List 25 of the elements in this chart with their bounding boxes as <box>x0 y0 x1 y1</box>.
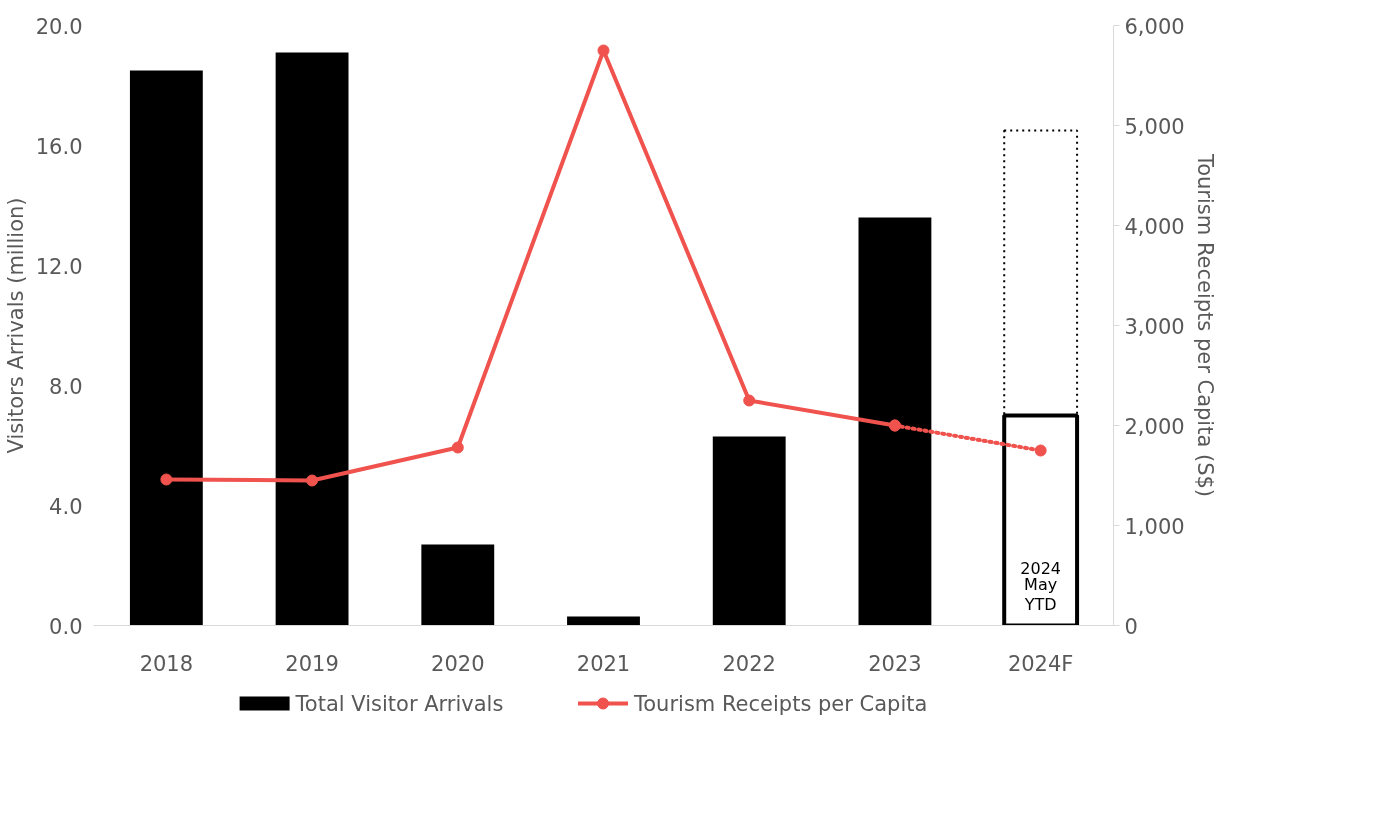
y-tick-label: 0.0 <box>49 614 83 639</box>
y2-tick-label: 1,000 <box>1124 514 1185 539</box>
y2-tick-label: 6,000 <box>1124 14 1185 39</box>
y2-tick-label: 5,000 <box>1124 114 1185 139</box>
x-tick-label: 2024F <box>1007 651 1074 676</box>
y-tick-label: 12.0 <box>35 254 83 279</box>
legend-label: Tourism Receipts per Capita <box>633 691 928 716</box>
x-tick-label: 2019 <box>285 651 339 676</box>
y2-tick-label: 2,000 <box>1124 414 1185 439</box>
legend-label: Total Visitor Arrivals <box>294 691 504 716</box>
y2-tick-label: 0 <box>1124 614 1138 639</box>
x-tick-label: 2018 <box>139 651 194 676</box>
y-axis-title: Visitors Arrivals (million) <box>3 197 28 454</box>
y2-tick-label: 3,000 <box>1124 314 1185 339</box>
x-tick-label: 2020 <box>431 651 485 676</box>
y-tick-label: 8.0 <box>49 374 83 399</box>
x-tick-label: 2022 <box>722 651 776 676</box>
y-tick-label: 20.0 <box>35 14 83 39</box>
x-tick-label: 2021 <box>576 651 631 676</box>
y-tick-label: 16.0 <box>35 134 83 159</box>
x-tick-label: 2023 <box>868 651 922 676</box>
y-tick-label: 4.0 <box>49 494 83 519</box>
annotation: YTD <box>1023 594 1057 614</box>
y2-tick-label: 4,000 <box>1124 214 1185 239</box>
y2-axis-title: Tourism Receipts per Capita (S$) <box>1192 152 1217 498</box>
